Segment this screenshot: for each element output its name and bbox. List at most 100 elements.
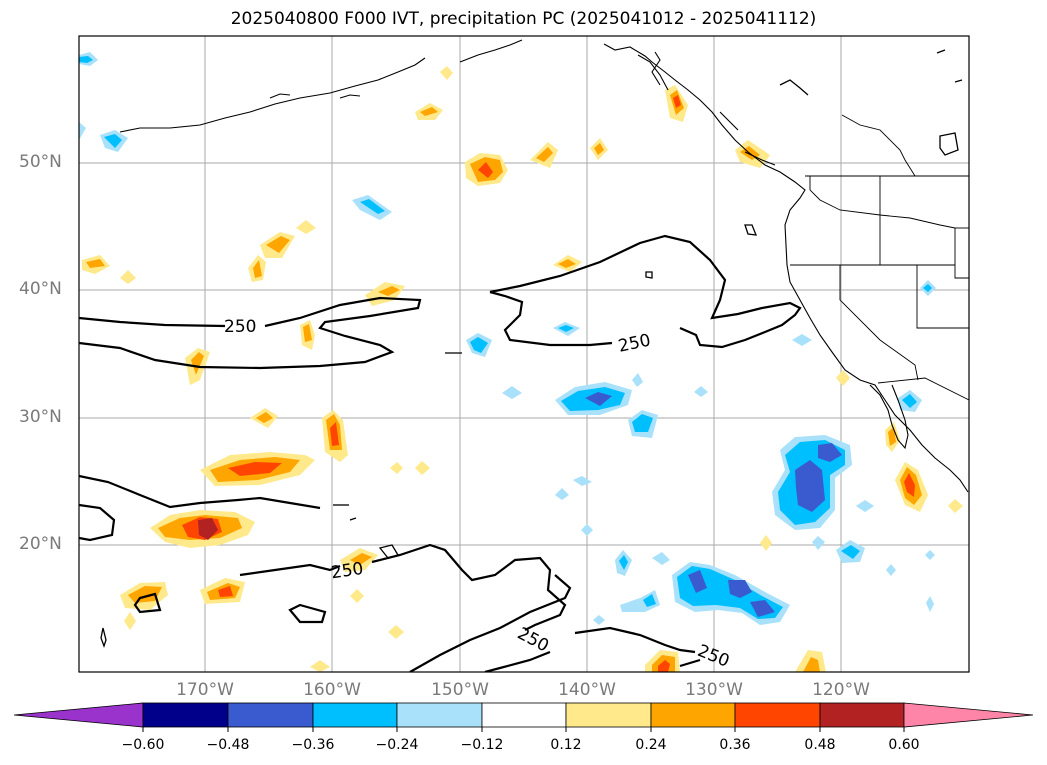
coastline [603,43,969,493]
ivt-contour-line [79,296,422,370]
colorbar-bin [734,702,821,728]
precip-blob-pos [128,586,162,603]
precip-blob-neg [502,386,522,399]
coastline [744,151,776,166]
lon-label-130w: 130°W [685,680,743,700]
precip-blob-neg [652,552,670,565]
precip-blob-pos [420,107,438,116]
precip-blob-pos [198,518,218,540]
colorbar-ticks [142,727,905,732]
coastline [719,111,739,131]
colorbar-tick-label: 0.24 [635,737,667,753]
island [954,79,963,83]
precip-blob-pos [760,535,772,551]
precip-blob-neg [555,488,569,500]
precip-blob-pos [388,625,404,639]
border [809,176,956,229]
border [916,265,969,329]
precip-blob-neg [841,545,860,559]
precip-blob-neg [795,460,825,512]
precip-blob-pos [558,259,576,268]
colorbar-tick-label: −0.36 [291,737,335,753]
precip-blob-pos [303,324,312,342]
precip-blob-neg [902,394,917,408]
precip-blob-pos [888,427,896,446]
precip-positive-regions [82,66,963,672]
lat-label-20n: 20°N [19,534,62,554]
precip-blob-neg [925,550,935,560]
lat-label-30n: 30°N [19,407,62,427]
precip-blob-neg [818,443,842,462]
precip-blob-pos [350,553,372,565]
coastline [339,94,361,99]
colorbar-bin [565,702,652,728]
ivt-contour-line [574,626,696,654]
precip-blob-neg [632,414,653,432]
state-borders [790,114,969,401]
coastline [637,54,669,91]
island [349,517,357,521]
precip-blob-neg [812,536,825,550]
colorbar-bin [819,702,905,728]
ivt-contours [79,234,802,672]
ivt-contour-line [79,316,226,328]
coastline [869,384,909,450]
precip-blob-pos [191,352,204,375]
precip-blob-pos [440,66,453,80]
precip-blob-neg [688,570,707,593]
ivt-contour-line [679,658,701,668]
precip-blob-neg [792,334,812,346]
precip-blob-neg [558,325,574,332]
precip-blob-pos [218,586,233,597]
map-frame [78,35,970,673]
precip-blob-pos [904,473,915,497]
colorbar-tick-label: 0.48 [804,737,836,753]
precip-blob-neg [593,615,605,625]
colorbar-bin [396,702,483,728]
lon-label-170w: 170°W [176,680,234,700]
precip-blob-neg [643,594,656,607]
lat-label-50n: 50°N [19,152,62,172]
lon-label-160w: 160°W [303,680,361,700]
island [100,627,107,648]
precip-blob-pos [253,260,262,278]
map-title: 2025040800 F000 IVT, precipitation PC (2… [230,9,817,29]
precip-blob-pos [803,657,820,672]
lon-label-120w: 120°W [812,680,870,700]
colorbar-tick-label: −0.24 [375,737,419,753]
precip-blob-pos [948,499,963,513]
precip-blob-neg [694,386,708,397]
coastline [119,57,426,133]
precip-blob-pos [415,461,430,475]
ivt-contour-line [79,474,321,510]
colorbar [13,702,1034,732]
ivt-contour-line [133,592,162,614]
precip-negative-regions [79,52,936,625]
precip-blob-pos [310,660,330,672]
island [779,79,809,96]
colorbar-extend-low [13,702,144,728]
ivt-contour-line [79,503,116,542]
precip-blob-neg [750,600,775,617]
precip-blob-neg [104,134,122,148]
border [954,228,969,279]
precip-blob-neg [585,392,612,406]
precip-blob-pos [478,162,493,178]
precip-blob-neg [360,199,385,214]
precip-blob-neg [856,500,874,512]
colorbar-bin [481,702,567,728]
island [939,132,959,156]
lat-label-40n: 40°N [19,279,62,299]
border [841,114,916,177]
coastline [459,39,523,63]
islands [100,49,963,648]
ivt-contour-line [489,234,802,349]
ivt-contour-line [371,543,567,631]
map-plot-area [79,36,969,672]
colorbar-tick-label: −0.12 [460,737,504,753]
precip-blob-pos [86,259,105,268]
precip-blob-neg [470,337,488,353]
precip-blob-pos [658,660,670,672]
coastline [651,51,661,86]
